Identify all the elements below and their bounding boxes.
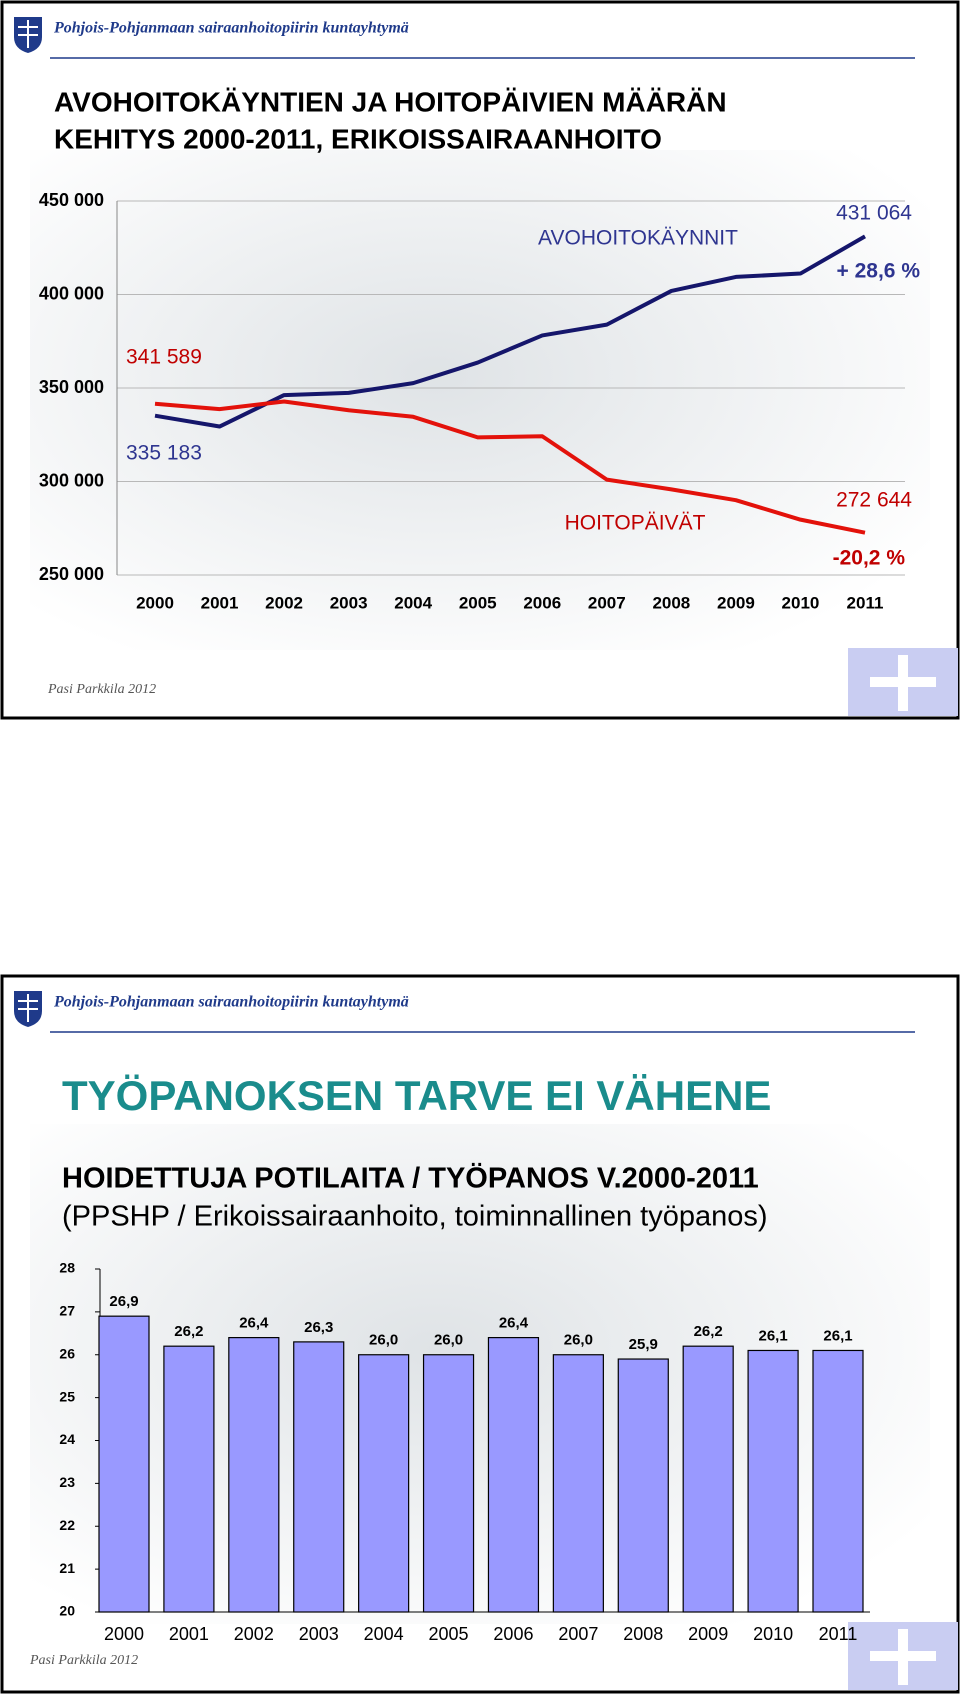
bar [812, 1349, 864, 1613]
value-label: 26,4 [239, 1315, 269, 1332]
x-tick-label: 2001 [201, 593, 239, 612]
bar [228, 1336, 280, 1613]
bar [358, 1354, 410, 1613]
y-tick-label: 27 [59, 1303, 75, 1319]
x-tick-label: 2000 [136, 593, 174, 612]
slide: Pohjois-Pohjanmaan sairaanhoitopiirin ku… [0, 0, 960, 720]
x-tick-label: 2006 [493, 1624, 533, 1644]
x-tick-label: 2010 [753, 1624, 793, 1644]
footer: Pasi Parkkila 2012 [47, 682, 156, 697]
value-label: 26,4 [499, 1315, 529, 1332]
value-label: 26,1 [823, 1327, 852, 1344]
series-line [154, 399, 866, 535]
x-tick-label: 2008 [652, 593, 690, 612]
y-tick-label: 250 000 [39, 564, 104, 584]
y-tick-label: 24 [59, 1431, 75, 1447]
y-tick-label: 25 [59, 1388, 75, 1404]
value-label: 26,2 [174, 1323, 203, 1340]
value-label: 335 183 [126, 442, 202, 465]
series-name: HOITOPÄIVÄT [565, 512, 706, 535]
x-tick-label: 2006 [523, 593, 561, 612]
bar [682, 1345, 734, 1613]
y-tick-label: 400 000 [39, 283, 104, 303]
value-label: 26,0 [564, 1332, 593, 1349]
bar [487, 1336, 540, 1613]
x-tick-label: 2010 [782, 593, 820, 612]
logo-detail [18, 20, 38, 48]
bar [617, 1358, 669, 1613]
value-label: 26,3 [304, 1319, 333, 1336]
annotation: -20,2 % [833, 547, 906, 570]
bar [163, 1345, 215, 1613]
y-tick-label: 21 [59, 1560, 75, 1576]
chart-title: KEHITYS 2000-2011, ERIKOISSAIRAANHOITO [54, 123, 662, 154]
logo-detail [18, 994, 38, 1022]
y-tick-label: 26 [59, 1345, 75, 1361]
x-tick-label: 2003 [330, 593, 368, 612]
chart-title: AVOHOITOKÄYNTIEN JA HOITOPÄIVIEN MÄÄRÄN [54, 86, 727, 117]
bar [422, 1354, 475, 1613]
x-tick-label: 2000 [104, 1624, 144, 1644]
value-label: 26,0 [434, 1332, 463, 1349]
x-tick-label: 2004 [364, 1624, 404, 1644]
y-tick-label: 28 [59, 1260, 75, 1276]
bar [293, 1341, 345, 1613]
x-tick-label: 2005 [429, 1624, 469, 1644]
series-line [154, 234, 866, 429]
corner-emblem-cross [870, 655, 936, 711]
y-tick-label: 300 000 [39, 470, 104, 490]
value-label: 26,9 [109, 1293, 138, 1310]
x-tick-label: 2003 [299, 1624, 339, 1644]
x-tick-label: 2009 [688, 1624, 728, 1644]
series-name: AVOHOITOKÄYNNIT [538, 227, 738, 250]
corner-emblem-cross [870, 1629, 936, 1685]
x-tick-label: 2001 [169, 1624, 209, 1644]
header-text: Pohjois-Pohjanmaan sairaanhoitopiirin ku… [53, 994, 409, 1011]
x-tick-label: 2005 [459, 593, 497, 612]
chart-subtitle: (PPSHP / Erikoissairaanhoito, toiminnall… [62, 1201, 768, 1233]
x-tick-label: 2011 [819, 1624, 858, 1644]
x-tick-label: 2007 [558, 1624, 598, 1644]
value-label: 25,9 [629, 1336, 658, 1353]
value-label: 431 064 [836, 202, 912, 225]
x-tick-label: 2004 [394, 593, 432, 612]
y-tick-label: 20 [59, 1603, 75, 1619]
value-label: 26,0 [369, 1332, 398, 1349]
annotation: + 28,6 % [837, 260, 921, 283]
x-tick-label: 2002 [265, 593, 303, 612]
slide: Pohjois-Pohjanmaan sairaanhoitopiirin ku… [0, 974, 960, 1694]
value-label: 341 589 [126, 346, 202, 369]
photo-background [30, 150, 930, 650]
footer: Pasi Parkkila 2012 [29, 1653, 138, 1668]
y-tick-label: 22 [59, 1517, 75, 1533]
value-label: 26,1 [758, 1327, 787, 1344]
x-tick-label: 2009 [717, 593, 755, 612]
bar [552, 1354, 604, 1613]
x-tick-label: 2002 [234, 1624, 274, 1644]
y-tick-label: 23 [59, 1474, 75, 1490]
bar [747, 1349, 799, 1613]
x-tick-label: 2011 [847, 593, 884, 612]
bar [98, 1315, 150, 1613]
x-tick-label: 2008 [623, 1624, 663, 1644]
chart-title: TYÖPANOKSEN TARVE EI VÄHENE [62, 1072, 771, 1119]
chart-subtitle: HOIDETTUJA POTILAITA / TYÖPANOS V.2000-2… [62, 1162, 759, 1195]
y-tick-label: 450 000 [39, 190, 104, 210]
value-label: 26,2 [694, 1323, 723, 1340]
y-tick-label: 350 000 [39, 377, 104, 397]
x-tick-label: 2007 [588, 593, 626, 612]
value-label: 272 644 [836, 489, 912, 512]
header-text: Pohjois-Pohjanmaan sairaanhoitopiirin ku… [53, 20, 409, 37]
